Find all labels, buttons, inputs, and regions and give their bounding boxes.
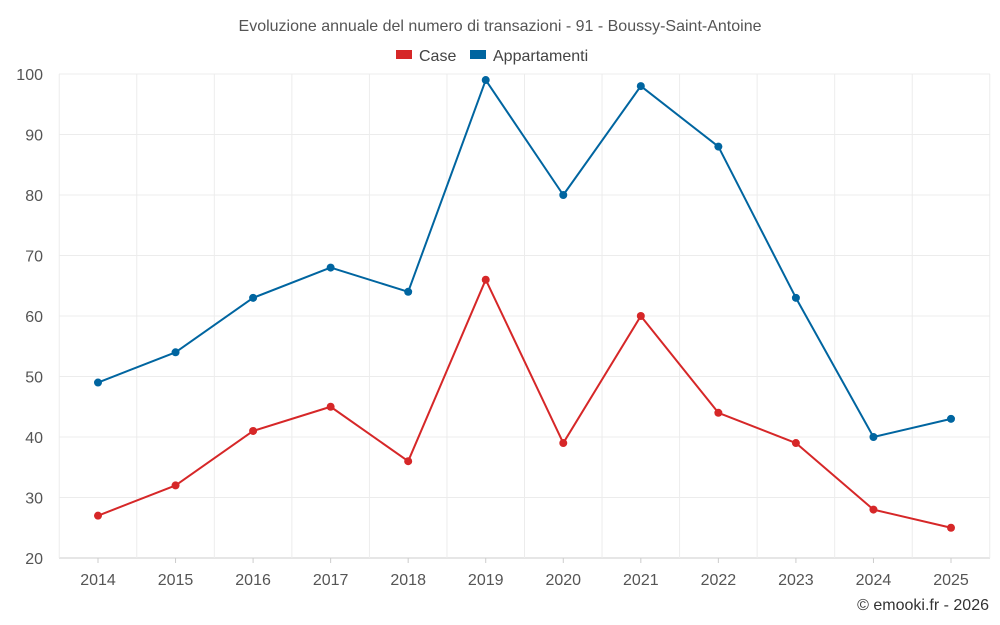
y-tick-label: 20 [25, 551, 43, 568]
series-line-case [97, 278, 952, 529]
y-tick-label: 50 [25, 370, 43, 387]
data-point-appartamenti[interactable] [714, 142, 723, 151]
x-tick-label: 2020 [545, 572, 581, 589]
series-layer [94, 76, 955, 532]
y-tick-label: 100 [16, 67, 43, 84]
series-line-appartamenti [97, 79, 952, 438]
legend: Case Appartamenti [396, 48, 588, 65]
y-tick-label: 80 [25, 188, 43, 205]
x-tick-label: 2024 [856, 572, 892, 589]
x-tick-label: 2018 [390, 572, 426, 589]
data-point-case[interactable] [869, 505, 878, 514]
data-point-case[interactable] [326, 402, 335, 411]
legend-swatch-case [396, 50, 412, 59]
y-tick-label: 30 [25, 491, 43, 508]
y-tick-label: 60 [25, 309, 43, 326]
data-point-case[interactable] [791, 439, 800, 448]
data-point-appartamenti[interactable] [171, 348, 180, 357]
x-tick-label: 2025 [933, 572, 969, 589]
legend-label-case: Case [419, 48, 456, 65]
data-point-appartamenti[interactable] [869, 433, 878, 441]
legend-item-appartamenti[interactable]: Appartamenti [470, 48, 588, 65]
x-axis: 2014 2015 2016 2017 2018 2019 2020 2021 2022 2023… [80, 558, 969, 589]
y-tick-label: 90 [25, 128, 43, 145]
credit-text: © emooki.fr - 2026 [857, 597, 989, 614]
chart-title: Evoluzione annuale del numero di transaz… [239, 18, 762, 35]
data-point-appartamenti[interactable] [404, 287, 413, 296]
data-point-case[interactable] [559, 439, 568, 448]
data-point-appartamenti[interactable] [94, 378, 102, 387]
data-point-case[interactable] [249, 426, 258, 435]
legend-item-case[interactable]: Case [396, 48, 456, 65]
data-point-case[interactable] [94, 511, 102, 520]
x-tick-label: 2022 [701, 572, 737, 589]
data-point-appartamenti[interactable] [249, 293, 258, 302]
data-point-case[interactable] [404, 457, 413, 466]
legend-label-appartamenti: Appartamenti [493, 48, 588, 65]
data-point-appartamenti[interactable] [791, 293, 800, 302]
y-tick-label: 70 [25, 249, 43, 266]
x-tick-label: 2019 [468, 572, 504, 589]
data-point-appartamenti[interactable] [947, 414, 955, 423]
data-point-appartamenti[interactable] [636, 82, 645, 91]
x-tick-label: 2015 [158, 572, 194, 589]
data-point-case[interactable] [947, 523, 955, 532]
legend-swatch-appartamenti [470, 50, 486, 59]
data-point-appartamenti[interactable] [481, 76, 490, 85]
x-tick-label: 2016 [235, 572, 271, 589]
data-point-case[interactable] [481, 275, 490, 284]
data-point-case[interactable] [714, 408, 723, 417]
data-point-case[interactable] [636, 312, 645, 320]
data-point-appartamenti[interactable] [559, 191, 568, 199]
data-point-appartamenti[interactable] [326, 263, 335, 272]
x-tick-label: 2023 [778, 572, 814, 589]
grid [58, 73, 991, 559]
y-tick-label: 40 [25, 430, 43, 447]
x-tick-label: 2014 [80, 572, 116, 589]
data-point-case[interactable] [171, 481, 180, 490]
x-tick-label: 2021 [623, 572, 659, 589]
x-tick-label: 2017 [313, 572, 349, 589]
y-axis: 20 30 40 50 60 70 80 90 100 [16, 67, 43, 568]
